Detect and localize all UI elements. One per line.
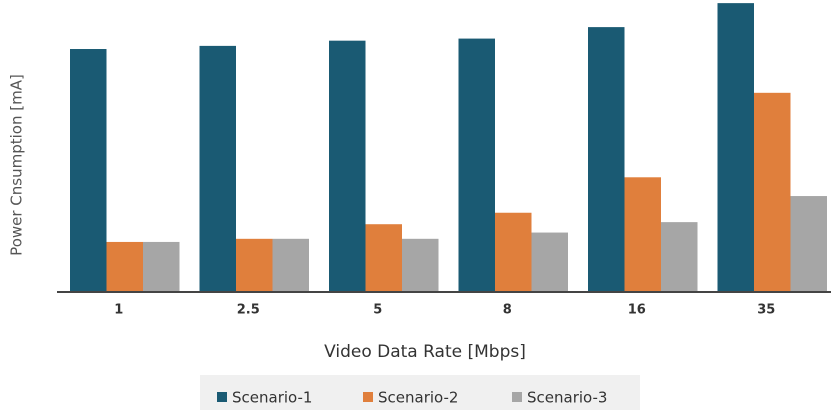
bar <box>143 241 180 292</box>
legend-swatch <box>217 392 227 402</box>
x-axis-label: Video Data Rate [Mbps] <box>324 342 526 362</box>
legend-box <box>200 375 640 410</box>
x-tick-label: 16 <box>628 303 646 318</box>
bar <box>272 238 309 292</box>
x-tick-label: 1 <box>114 303 123 318</box>
legend-label: Scenario-2 <box>378 389 458 407</box>
bar <box>402 238 439 292</box>
legend-swatch <box>363 392 373 402</box>
legend-swatch <box>512 392 522 402</box>
x-tick-label: 35 <box>757 303 775 318</box>
bar <box>106 241 143 292</box>
bar <box>199 45 236 293</box>
bar <box>458 38 495 293</box>
legend-label: Scenario-1 <box>232 389 312 407</box>
bar <box>790 196 827 292</box>
bar <box>624 177 661 292</box>
bar <box>717 3 754 293</box>
bar <box>70 49 107 293</box>
bar <box>329 40 366 292</box>
bar <box>588 27 625 292</box>
bar <box>661 222 698 292</box>
x-tick-label: 5 <box>373 303 382 318</box>
x-tick-label: 8 <box>503 303 512 318</box>
x-tick-label: 2.5 <box>237 303 260 318</box>
legend-label: Scenario-3 <box>527 389 607 407</box>
bar <box>495 212 532 292</box>
bar <box>531 232 568 292</box>
bar <box>754 92 791 292</box>
y-axis-label: Power Cnsumption [mA] <box>8 74 26 256</box>
bar <box>365 224 402 292</box>
bar <box>236 238 273 292</box>
